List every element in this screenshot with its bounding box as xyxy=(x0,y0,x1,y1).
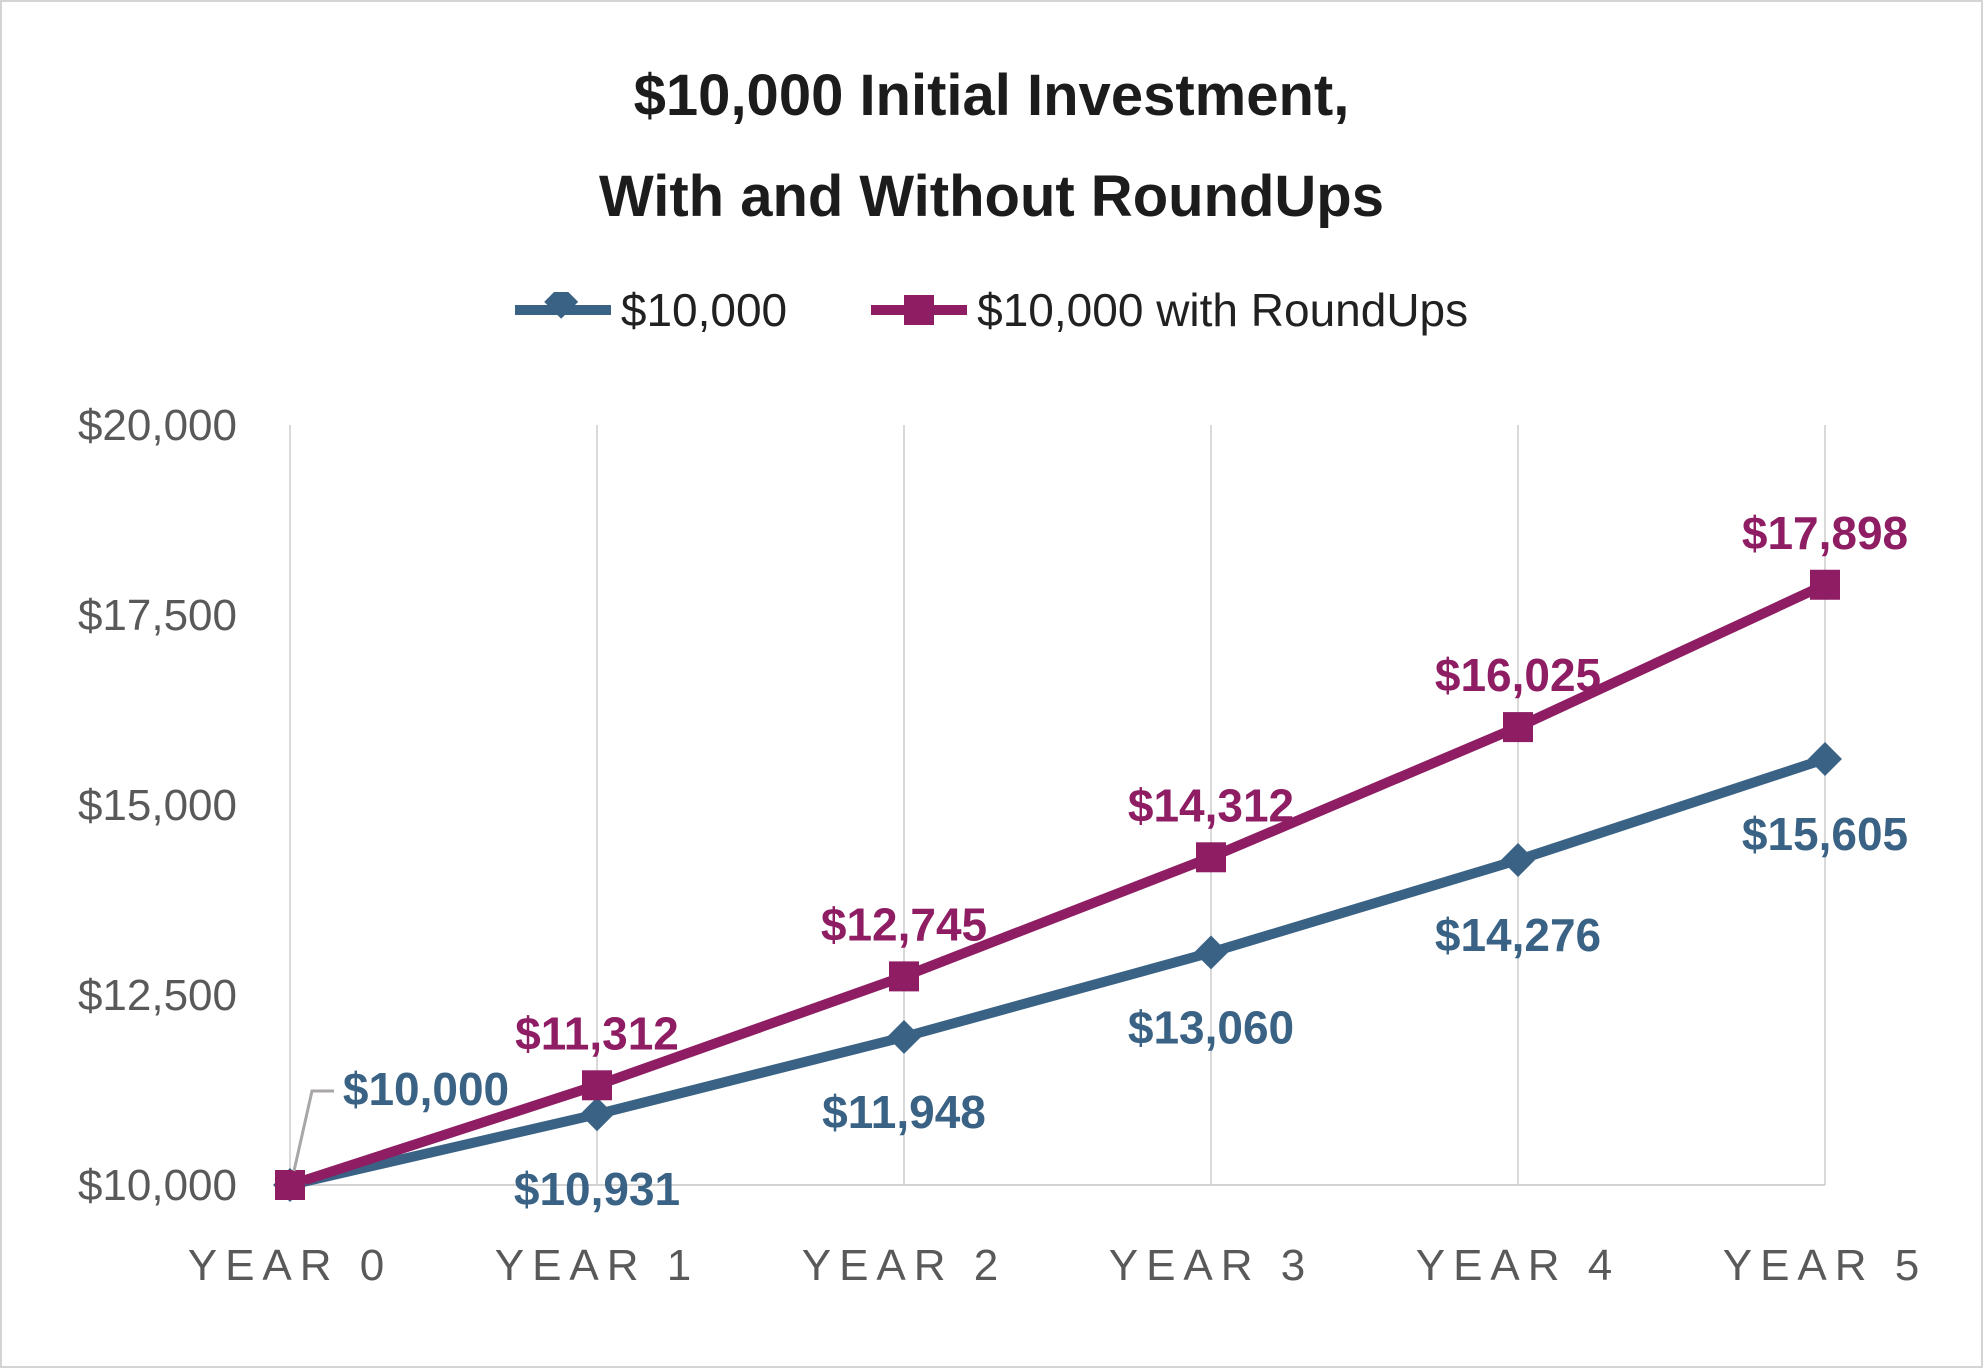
y-axis-tick-label: $12,500 xyxy=(78,971,237,1020)
data-label-leader-line xyxy=(292,1089,334,1172)
legend-label: $10,000 with RoundUps xyxy=(977,284,1469,336)
data-label: $13,060 xyxy=(1128,1001,1294,1053)
y-axis-tick-label: $17,500 xyxy=(78,591,237,640)
legend-item-with-roundups: $10,000 with RoundUps xyxy=(871,283,1468,337)
data-point-square-marker xyxy=(1810,569,1840,600)
series-line-with-roundups xyxy=(288,580,1828,1190)
data-label: $12,745 xyxy=(821,898,987,950)
data-label: $11,948 xyxy=(822,1086,986,1138)
data-label: $10,000 xyxy=(343,1063,509,1115)
data-point-square-marker xyxy=(582,1070,612,1101)
data-point-square-marker xyxy=(889,961,919,992)
x-axis-tick-label: YEAR 3 xyxy=(1109,1241,1314,1290)
x-axis-tick-label: YEAR 4 xyxy=(1416,1241,1621,1290)
legend-diamond-icon xyxy=(514,292,611,319)
data-point-diamond-marker xyxy=(1501,843,1535,877)
x-axis-tick-label: YEAR 2 xyxy=(802,1241,1007,1290)
x-axis-tick-label: YEAR 1 xyxy=(495,1241,700,1290)
series-line-without-roundups xyxy=(288,754,1827,1190)
legend-item-without-roundups: $10,000 xyxy=(514,283,788,337)
y-axis-tick-label: $10,000 xyxy=(78,1161,237,1210)
chart-legend: $10,000 $10,000 with RoundUps xyxy=(2,283,1981,337)
data-point-diamond-marker xyxy=(1808,742,1842,776)
data-point-diamond-marker xyxy=(580,1097,614,1132)
data-point-diamond-marker xyxy=(887,1019,921,1054)
y-axis-tick-label: $20,000 xyxy=(78,401,237,450)
data-label: $10,931 xyxy=(514,1163,680,1215)
data-point-square-marker xyxy=(1503,712,1533,743)
y-axis-tick-label: $15,000 xyxy=(78,781,237,830)
chart-title: $10,000 Initial Investment, With and Wit… xyxy=(2,46,1981,248)
data-label: $14,312 xyxy=(1128,779,1294,831)
chart-title-line1: $10,000 Initial Investment, xyxy=(633,63,1350,128)
legend-label: $10,000 xyxy=(620,284,788,336)
data-label: $16,025 xyxy=(1435,649,1601,701)
data-label: $14,276 xyxy=(1435,909,1601,961)
data-label: $15,605 xyxy=(1742,808,1908,860)
data-label: $17,898 xyxy=(1742,507,1908,559)
data-point-square-marker xyxy=(275,1170,305,1200)
chart-title-line2: With and Without RoundUps xyxy=(599,163,1384,229)
x-axis-tick-label: YEAR 0 xyxy=(188,1241,393,1290)
data-point-diamond-marker xyxy=(1194,935,1228,970)
data-label: $11,312 xyxy=(515,1007,679,1059)
legend-square-icon xyxy=(871,295,968,325)
data-point-square-marker xyxy=(1196,842,1226,873)
x-axis-tick-label: YEAR 5 xyxy=(1723,1241,1928,1290)
